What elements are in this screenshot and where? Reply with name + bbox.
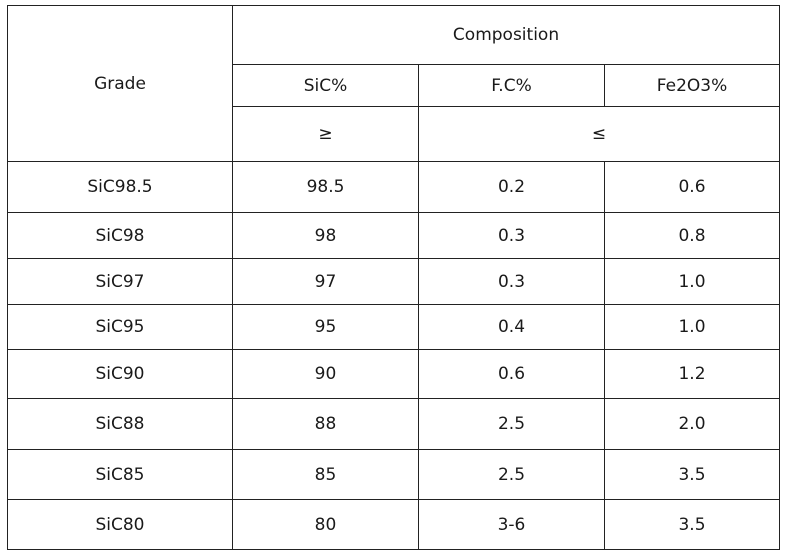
value-cell: 0.6 xyxy=(603,161,781,213)
value-cell: 0.4 xyxy=(418,304,605,350)
header-cell: SiC% xyxy=(232,64,419,107)
grade-cell: SiC80 xyxy=(7,499,233,550)
value-cell: 90 xyxy=(232,349,419,399)
value-cell: 85 xyxy=(232,449,419,500)
data-row: SiC97 97 0.3 1.0 xyxy=(7,258,781,305)
header-cell: Fe2O3% xyxy=(603,64,781,107)
composition-table: Grade Composition SiC% F.C% Fe2O3% ≥ ≤ S… xyxy=(7,5,781,550)
value-cell: 2.5 xyxy=(418,449,605,500)
value-cell: 0.3 xyxy=(418,212,605,259)
data-row: SiC80 80 3-6 3.5 xyxy=(7,499,781,550)
data-row: SiC98 98 0.3 0.8 xyxy=(7,212,781,259)
grade-cell: SiC98 xyxy=(7,212,233,259)
value-cell: 1.2 xyxy=(603,349,781,399)
value-cell: 98 xyxy=(232,212,419,259)
header-cell: Grade xyxy=(7,5,233,162)
grade-cell: SiC95 xyxy=(7,304,233,350)
value-cell: 3.5 xyxy=(603,499,781,550)
value-cell: 0.8 xyxy=(603,212,781,259)
grade-cell: SiC90 xyxy=(7,349,233,399)
data-row: SiC95 95 0.4 1.0 xyxy=(7,304,781,350)
header-cell: ≤ xyxy=(417,106,781,162)
header-row: ≥ ≤ xyxy=(8,106,781,162)
value-cell: 0.2 xyxy=(418,161,605,213)
value-cell: 88 xyxy=(232,398,419,450)
data-row: SiC88 88 2.5 2.0 xyxy=(7,398,781,450)
value-cell: 2.5 xyxy=(418,398,605,450)
header-cell: F.C% xyxy=(418,64,605,107)
value-cell: 2.0 xyxy=(603,398,781,450)
grade-cell: SiC98.5 xyxy=(7,161,233,213)
value-cell: 1.0 xyxy=(603,304,781,350)
header-cell: ≥ xyxy=(232,106,419,162)
header-row: SiC% F.C% Fe2O3% xyxy=(8,64,781,107)
grade-cell: SiC97 xyxy=(7,258,233,305)
value-cell: 98.5 xyxy=(232,161,419,213)
grade-cell: SiC88 xyxy=(7,398,233,450)
grade-cell: SiC85 xyxy=(7,449,233,500)
value-cell: 80 xyxy=(232,499,419,550)
data-row: SiC90 90 0.6 1.2 xyxy=(7,349,781,399)
value-cell: 1.0 xyxy=(603,258,781,305)
value-cell: 3-6 xyxy=(418,499,605,550)
value-cell: 95 xyxy=(232,304,419,350)
header-row: Grade Composition xyxy=(7,5,781,162)
data-row: SiC98.5 98.5 0.2 0.6 xyxy=(7,161,781,213)
data-row: SiC85 85 2.5 3.5 xyxy=(7,449,781,500)
value-cell: 3.5 xyxy=(603,449,781,500)
value-cell: 97 xyxy=(232,258,419,305)
value-cell: 0.6 xyxy=(418,349,605,399)
header-cell: Composition xyxy=(231,5,781,65)
table-body: Grade Composition SiC% F.C% Fe2O3% ≥ ≤ S… xyxy=(7,5,781,550)
value-cell: 0.3 xyxy=(418,258,605,305)
